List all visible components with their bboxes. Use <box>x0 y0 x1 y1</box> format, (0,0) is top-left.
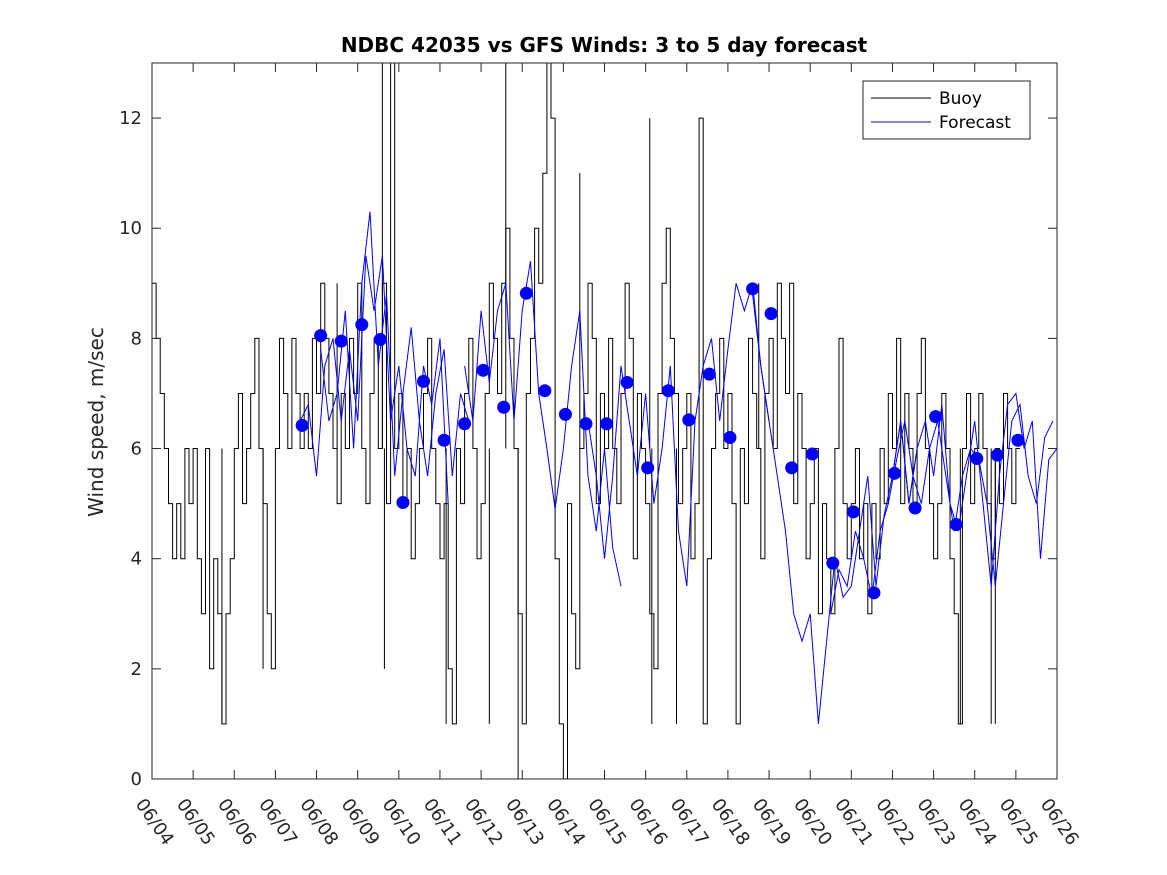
forecast-line-6 <box>830 402 1054 614</box>
forecast-marker-14 <box>579 417 593 431</box>
forecast-line-2 <box>464 261 622 587</box>
chart-title: NDBC 42035 vs GFS Winds: 3 to 5 day fore… <box>341 33 868 57</box>
forecast-marker-7 <box>437 433 451 447</box>
forecast-marker-34 <box>990 448 1004 462</box>
forecast-marker-20 <box>702 367 716 381</box>
forecast-marker-35 <box>1011 433 1025 447</box>
forecast-marker-10 <box>497 400 511 414</box>
legend-label-0: Buoy <box>939 89 982 109</box>
forecast-marker-15 <box>600 417 614 431</box>
forecast-line-1 <box>320 211 470 477</box>
forecast-marker-3 <box>355 318 369 332</box>
forecast-marker-31 <box>929 410 943 424</box>
forecast-marker-25 <box>805 447 819 461</box>
forecast-marker-26 <box>826 556 840 570</box>
y-tick-label-8: 8 <box>131 328 142 349</box>
buoy-line <box>152 63 1020 779</box>
forecast-marker-24 <box>785 461 799 475</box>
forecast-line-5 <box>892 392 1057 587</box>
forecast-marker-5 <box>396 496 410 510</box>
forecast-marker-18 <box>661 384 675 398</box>
forecast-marker-6 <box>417 374 430 388</box>
forecast-marker-4 <box>373 332 387 346</box>
forecast-marker-28 <box>867 586 881 600</box>
forecast-marker-2 <box>334 334 348 348</box>
forecast-marker-17 <box>641 461 655 475</box>
forecast-marker-30 <box>908 501 922 515</box>
forecast-marker-32 <box>949 518 963 532</box>
y-tick-label-10: 10 <box>119 218 142 239</box>
forecast-marker-21 <box>723 431 737 445</box>
forecast-marker-0 <box>295 418 309 432</box>
y-axis-label: Wind speed, m/sec <box>84 327 108 517</box>
forecast-marker-12 <box>538 384 552 398</box>
forecast-marker-22 <box>746 282 760 296</box>
forecast-marker-8 <box>458 417 472 431</box>
forecast-marker-16 <box>620 375 634 389</box>
forecast-marker-9 <box>476 363 490 377</box>
legend: Buoy Forecast <box>862 80 1031 140</box>
legend-label-1: Forecast <box>939 113 1011 133</box>
forecast-marker-27 <box>846 505 860 519</box>
forecast-line-3 <box>587 283 770 587</box>
y-tick-label-12: 12 <box>119 108 142 129</box>
forecast-marker-1 <box>314 329 328 343</box>
forecast-marker-29 <box>888 466 902 480</box>
y-tick-label-4: 4 <box>131 549 142 570</box>
forecast-marker-33 <box>970 451 984 465</box>
legend-box <box>862 80 1031 140</box>
forecast-marker-23 <box>764 307 778 321</box>
y-tick-label-2: 2 <box>131 659 142 680</box>
forecast-line-0 <box>299 255 449 504</box>
plot-area <box>152 63 1057 779</box>
y-tick-label-6: 6 <box>131 439 142 460</box>
forecast-marker-13 <box>558 407 572 421</box>
plot-series <box>152 63 1057 779</box>
forecast-marker-11 <box>519 286 533 300</box>
forecast-marker-19 <box>682 413 696 427</box>
y-tick-label-0: 0 <box>131 769 142 790</box>
